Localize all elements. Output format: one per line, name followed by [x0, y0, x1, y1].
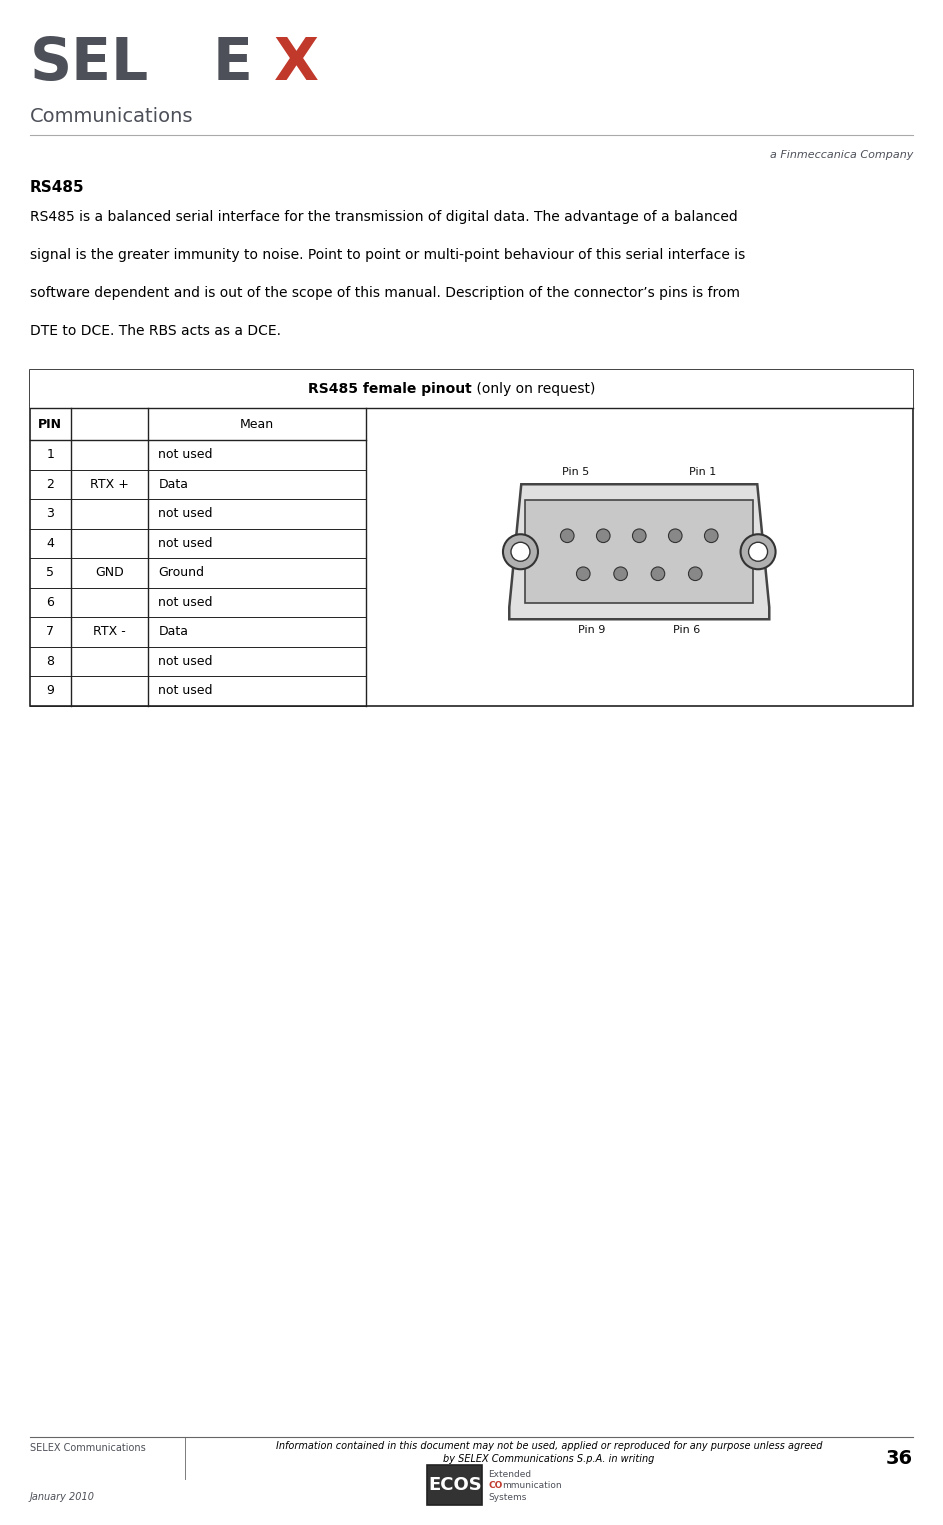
Text: Extended: Extended	[488, 1470, 532, 1479]
Text: SELEX Communications: SELEX Communications	[30, 1443, 146, 1453]
Text: mmunication: mmunication	[502, 1481, 562, 1490]
Text: ECOS: ECOS	[428, 1476, 482, 1494]
Text: January 2010: January 2010	[30, 1491, 95, 1502]
Text: RS485 is a balanced serial interface for the transmission of digital data. The a: RS485 is a balanced serial interface for…	[30, 210, 737, 224]
Text: 3: 3	[46, 508, 55, 520]
Circle shape	[511, 543, 530, 561]
Text: DTE to DCE. The RBS acts as a DCE.: DTE to DCE. The RBS acts as a DCE.	[30, 323, 281, 339]
Text: GND: GND	[95, 566, 124, 580]
Bar	[30, 371, 913, 706]
Text: 36: 36	[885, 1449, 913, 1469]
Text: Communications: Communications	[30, 107, 193, 127]
Text: RS485 female pinout: RS485 female pinout	[307, 381, 472, 396]
Text: Pin 6: Pin 6	[673, 625, 701, 636]
Text: 6: 6	[46, 596, 55, 608]
Text: PIN: PIN	[39, 418, 62, 430]
Text: Data: Data	[158, 625, 189, 639]
Text: software dependent and is out of the scope of this manual. Description of the co: software dependent and is out of the sco…	[30, 287, 740, 300]
Text: a Finmeccanica Company: a Finmeccanica Company	[769, 149, 913, 160]
Circle shape	[688, 567, 703, 581]
Text: Pin 5: Pin 5	[562, 467, 589, 477]
Text: 2: 2	[46, 477, 55, 491]
Circle shape	[651, 567, 665, 581]
Text: not used: not used	[158, 654, 213, 668]
Circle shape	[614, 567, 627, 581]
Text: RTX -: RTX -	[93, 625, 125, 639]
Text: not used: not used	[158, 596, 213, 608]
Text: SEL: SEL	[30, 35, 149, 92]
Text: not used: not used	[158, 508, 213, 520]
Text: by SELEX Communications S.p.A. in writing: by SELEX Communications S.p.A. in writin…	[443, 1453, 654, 1464]
Text: Mean: Mean	[240, 418, 274, 430]
Text: not used: not used	[158, 537, 213, 549]
Text: 4: 4	[46, 537, 55, 549]
Circle shape	[740, 534, 775, 569]
Circle shape	[560, 529, 574, 543]
Circle shape	[704, 529, 718, 543]
Text: Pin 9: Pin 9	[578, 625, 605, 636]
Text: E: E	[213, 35, 253, 92]
Text: Pin 1: Pin 1	[689, 467, 717, 477]
Circle shape	[669, 529, 682, 543]
Circle shape	[576, 567, 590, 581]
Bar	[30, 371, 913, 409]
Circle shape	[503, 534, 538, 569]
Text: 7: 7	[46, 625, 55, 639]
Polygon shape	[509, 485, 769, 619]
Text: 1: 1	[46, 448, 55, 461]
Circle shape	[597, 529, 610, 543]
Text: CO: CO	[488, 1481, 503, 1490]
Text: Data: Data	[158, 477, 189, 491]
Text: 8: 8	[46, 654, 55, 668]
Circle shape	[749, 543, 768, 561]
Circle shape	[633, 529, 646, 543]
Text: not used: not used	[158, 685, 213, 697]
Text: signal is the greater immunity to noise. Point to point or multi-point behaviour: signal is the greater immunity to noise.…	[30, 249, 745, 262]
Text: (only on request): (only on request)	[472, 381, 595, 396]
Text: Information contained in this document may not be used, applied or reproduced fo: Information contained in this document m…	[275, 1441, 822, 1450]
Bar	[427, 1466, 483, 1505]
Text: X: X	[273, 35, 319, 92]
Text: 9: 9	[46, 685, 55, 697]
Bar	[525, 500, 753, 604]
Text: RTX +: RTX +	[90, 477, 129, 491]
Text: Systems: Systems	[488, 1493, 527, 1502]
Text: RS485: RS485	[30, 180, 85, 195]
Text: Ground: Ground	[158, 566, 205, 580]
Text: 5: 5	[46, 566, 55, 580]
Text: not used: not used	[158, 448, 213, 461]
